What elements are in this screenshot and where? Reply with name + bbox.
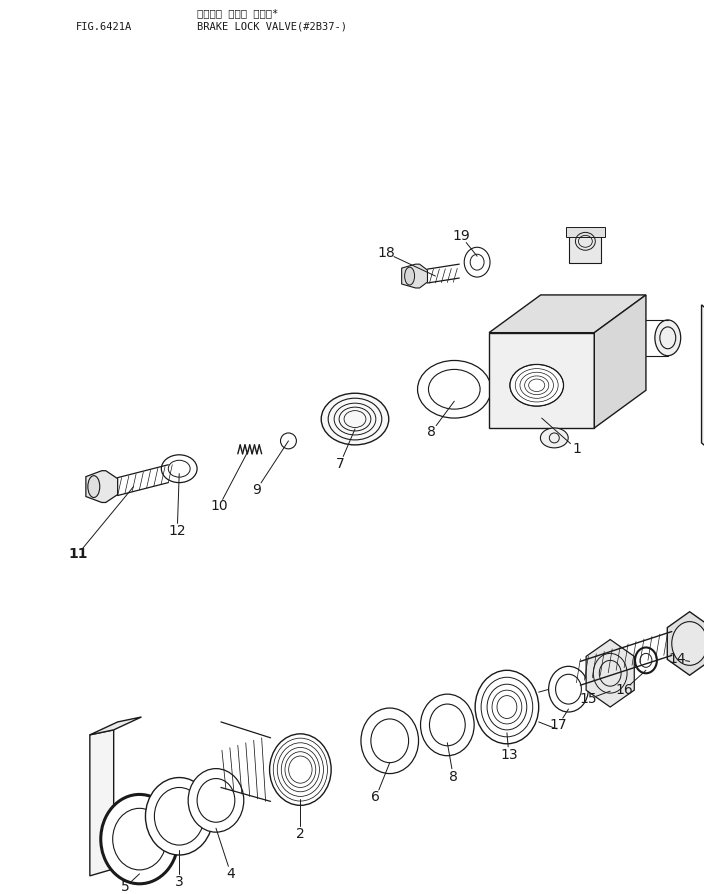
Polygon shape	[90, 730, 114, 876]
Text: 9: 9	[252, 483, 261, 496]
Ellipse shape	[101, 795, 178, 884]
Ellipse shape	[549, 666, 588, 712]
Ellipse shape	[88, 476, 100, 497]
Text: 13: 13	[500, 747, 517, 762]
Ellipse shape	[510, 365, 563, 406]
Ellipse shape	[540, 428, 568, 448]
Ellipse shape	[189, 769, 244, 832]
Text: 8: 8	[449, 770, 457, 783]
Ellipse shape	[417, 360, 491, 418]
Ellipse shape	[475, 670, 539, 744]
Text: 1: 1	[572, 442, 581, 456]
Text: 17: 17	[550, 718, 568, 732]
Ellipse shape	[145, 778, 213, 855]
Text: ブレーキ ロック バルブ*: ブレーキ ロック バルブ*	[197, 8, 278, 18]
Text: 2: 2	[296, 827, 305, 841]
Text: FIG.6421A: FIG.6421A	[76, 21, 132, 32]
Text: BRAKE LOCK VALVE(#2B37-): BRAKE LOCK VALVE(#2B37-)	[197, 21, 347, 32]
Polygon shape	[667, 611, 706, 675]
Bar	[570, 235, 602, 263]
Text: 3: 3	[175, 875, 184, 889]
Text: 10: 10	[210, 500, 228, 513]
Text: 4: 4	[227, 867, 235, 881]
Ellipse shape	[635, 647, 657, 673]
Bar	[489, 333, 594, 428]
Text: 12: 12	[169, 524, 186, 538]
Text: 18: 18	[378, 246, 395, 260]
Ellipse shape	[672, 621, 706, 665]
Polygon shape	[86, 471, 118, 502]
Text: 15: 15	[580, 692, 597, 706]
Polygon shape	[702, 305, 706, 453]
Ellipse shape	[655, 320, 681, 356]
Text: 16: 16	[615, 683, 633, 697]
Polygon shape	[90, 717, 141, 735]
Ellipse shape	[405, 267, 414, 285]
Text: 19: 19	[453, 230, 470, 243]
Polygon shape	[489, 295, 646, 333]
Ellipse shape	[361, 708, 419, 773]
Ellipse shape	[270, 734, 331, 805]
Ellipse shape	[321, 393, 389, 445]
Text: 8: 8	[427, 425, 436, 439]
Text: 7: 7	[336, 457, 345, 471]
Polygon shape	[402, 264, 427, 288]
Text: 11: 11	[68, 547, 88, 561]
Ellipse shape	[421, 694, 474, 755]
Text: 14: 14	[669, 653, 686, 666]
Bar	[566, 227, 605, 237]
Polygon shape	[594, 295, 646, 428]
Text: 6: 6	[371, 790, 381, 805]
Polygon shape	[586, 639, 634, 707]
Text: 5: 5	[121, 880, 130, 894]
